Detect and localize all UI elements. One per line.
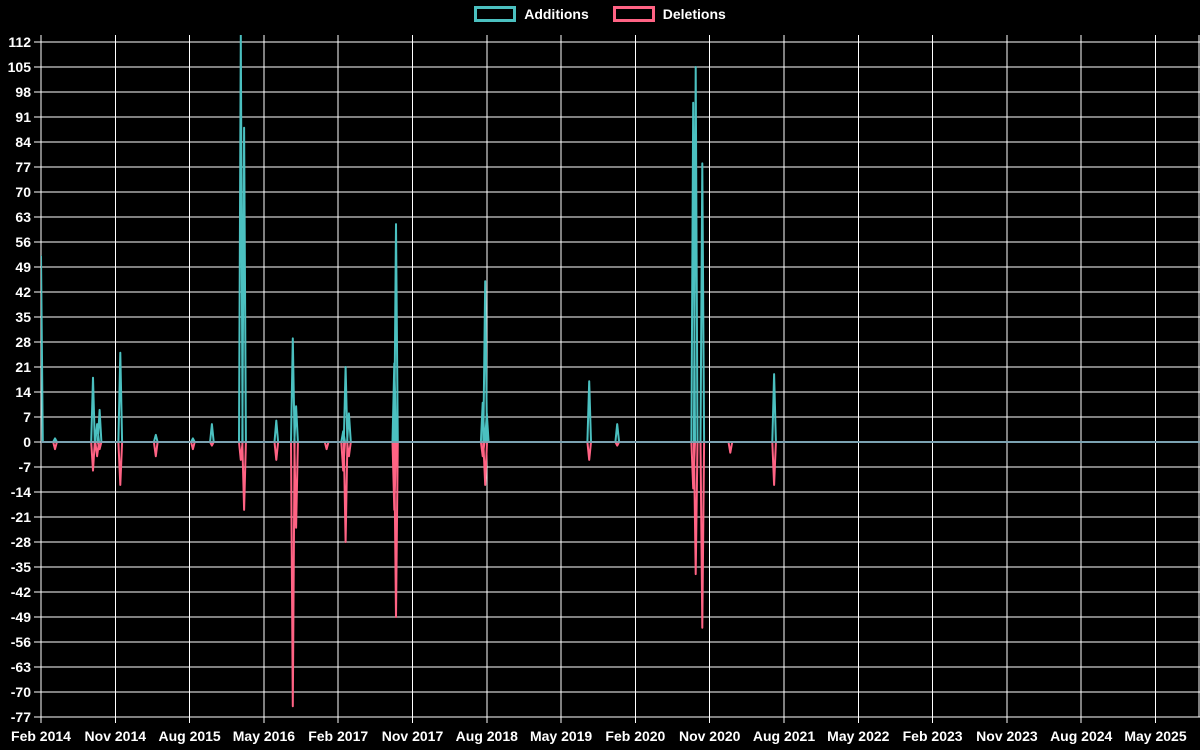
svg-text:Nov 2014: Nov 2014	[85, 728, 147, 744]
svg-text:Nov 2023: Nov 2023	[976, 728, 1038, 744]
svg-text:56: 56	[15, 234, 31, 250]
additions-line	[41, 35, 1200, 443]
svg-text:May 2022: May 2022	[827, 728, 889, 744]
svg-text:-49: -49	[11, 609, 31, 625]
chart-legend: Additions Deletions	[0, 6, 1200, 22]
svg-text:-35: -35	[11, 559, 31, 575]
svg-text:-56: -56	[11, 634, 31, 650]
svg-text:14: 14	[15, 384, 31, 400]
svg-text:Feb 2017: Feb 2017	[308, 728, 368, 744]
svg-text:-21: -21	[11, 509, 31, 525]
svg-text:May 2016: May 2016	[233, 728, 295, 744]
svg-text:63: 63	[15, 209, 31, 225]
svg-text:0: 0	[23, 434, 31, 450]
svg-text:Aug 2015: Aug 2015	[158, 728, 220, 744]
svg-text:112: 112	[8, 34, 31, 50]
svg-text:28: 28	[15, 334, 31, 350]
svg-text:Feb 2023: Feb 2023	[903, 728, 963, 744]
series-lines	[41, 35, 1200, 708]
additions-legend-label: Additions	[524, 6, 589, 22]
y-axis-labels: 1121059891847770635649423528211470-7-14-…	[8, 34, 32, 725]
svg-text:7: 7	[23, 409, 31, 425]
gridlines	[34, 35, 1200, 723]
svg-text:77: 77	[15, 159, 31, 175]
svg-text:May 2025: May 2025	[1124, 728, 1186, 744]
svg-text:May 2019: May 2019	[530, 728, 592, 744]
svg-text:Aug 2018: Aug 2018	[456, 728, 518, 744]
svg-text:Feb 2014: Feb 2014	[11, 728, 71, 744]
svg-text:Feb 2020: Feb 2020	[605, 728, 665, 744]
svg-text:49: 49	[15, 259, 31, 275]
svg-text:-7: -7	[19, 459, 32, 475]
svg-text:-14: -14	[11, 484, 31, 500]
svg-text:-77: -77	[11, 709, 31, 725]
svg-text:35: 35	[15, 309, 31, 325]
deletions-swatch-icon	[612, 6, 655, 22]
svg-text:Nov 2020: Nov 2020	[679, 728, 741, 744]
svg-text:42: 42	[15, 284, 31, 300]
svg-text:-28: -28	[11, 534, 31, 550]
svg-text:70: 70	[15, 184, 31, 200]
svg-text:-63: -63	[11, 659, 31, 675]
legend-item-deletions[interactable]: Deletions	[612, 6, 726, 22]
svg-text:84: 84	[15, 134, 31, 150]
svg-text:105: 105	[8, 59, 32, 75]
deletions-legend-label: Deletions	[662, 6, 726, 22]
additions-swatch-icon	[474, 6, 517, 22]
svg-text:Aug 2021: Aug 2021	[753, 728, 815, 744]
svg-text:Aug 2024: Aug 2024	[1050, 728, 1112, 744]
svg-text:91: 91	[15, 109, 31, 125]
legend-item-additions[interactable]: Additions	[474, 6, 589, 22]
svg-text:98: 98	[15, 84, 31, 100]
svg-text:Nov 2017: Nov 2017	[382, 728, 444, 744]
x-axis-labels: Feb 2014 Nov 2014 Aug 2015 May 2016 Feb 2017…	[11, 728, 1187, 744]
svg-text:-70: -70	[11, 684, 31, 700]
svg-text:21: 21	[15, 359, 31, 375]
svg-text:-42: -42	[11, 584, 31, 600]
